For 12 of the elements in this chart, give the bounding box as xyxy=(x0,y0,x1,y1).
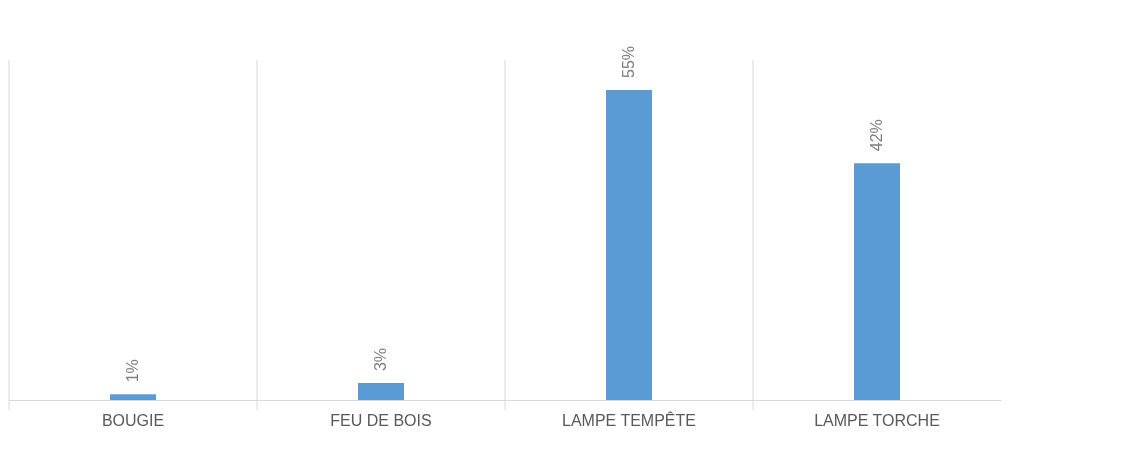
bar xyxy=(854,163,900,400)
x-tick-label: LAMPE TEMPÊTE xyxy=(562,410,696,429)
data-label: 1% xyxy=(124,359,141,383)
x-tick-label: FEU DE BOIS xyxy=(330,411,432,429)
bar xyxy=(358,383,404,400)
data-label: 55% xyxy=(620,45,637,78)
data-label: 3% xyxy=(372,347,389,372)
x-tick-label: LAMPE TORCHE xyxy=(814,411,940,429)
bar xyxy=(606,90,652,400)
x-tick-label: BOUGIE xyxy=(101,411,165,429)
data-label: 42% xyxy=(868,119,885,152)
bar xyxy=(110,394,156,400)
